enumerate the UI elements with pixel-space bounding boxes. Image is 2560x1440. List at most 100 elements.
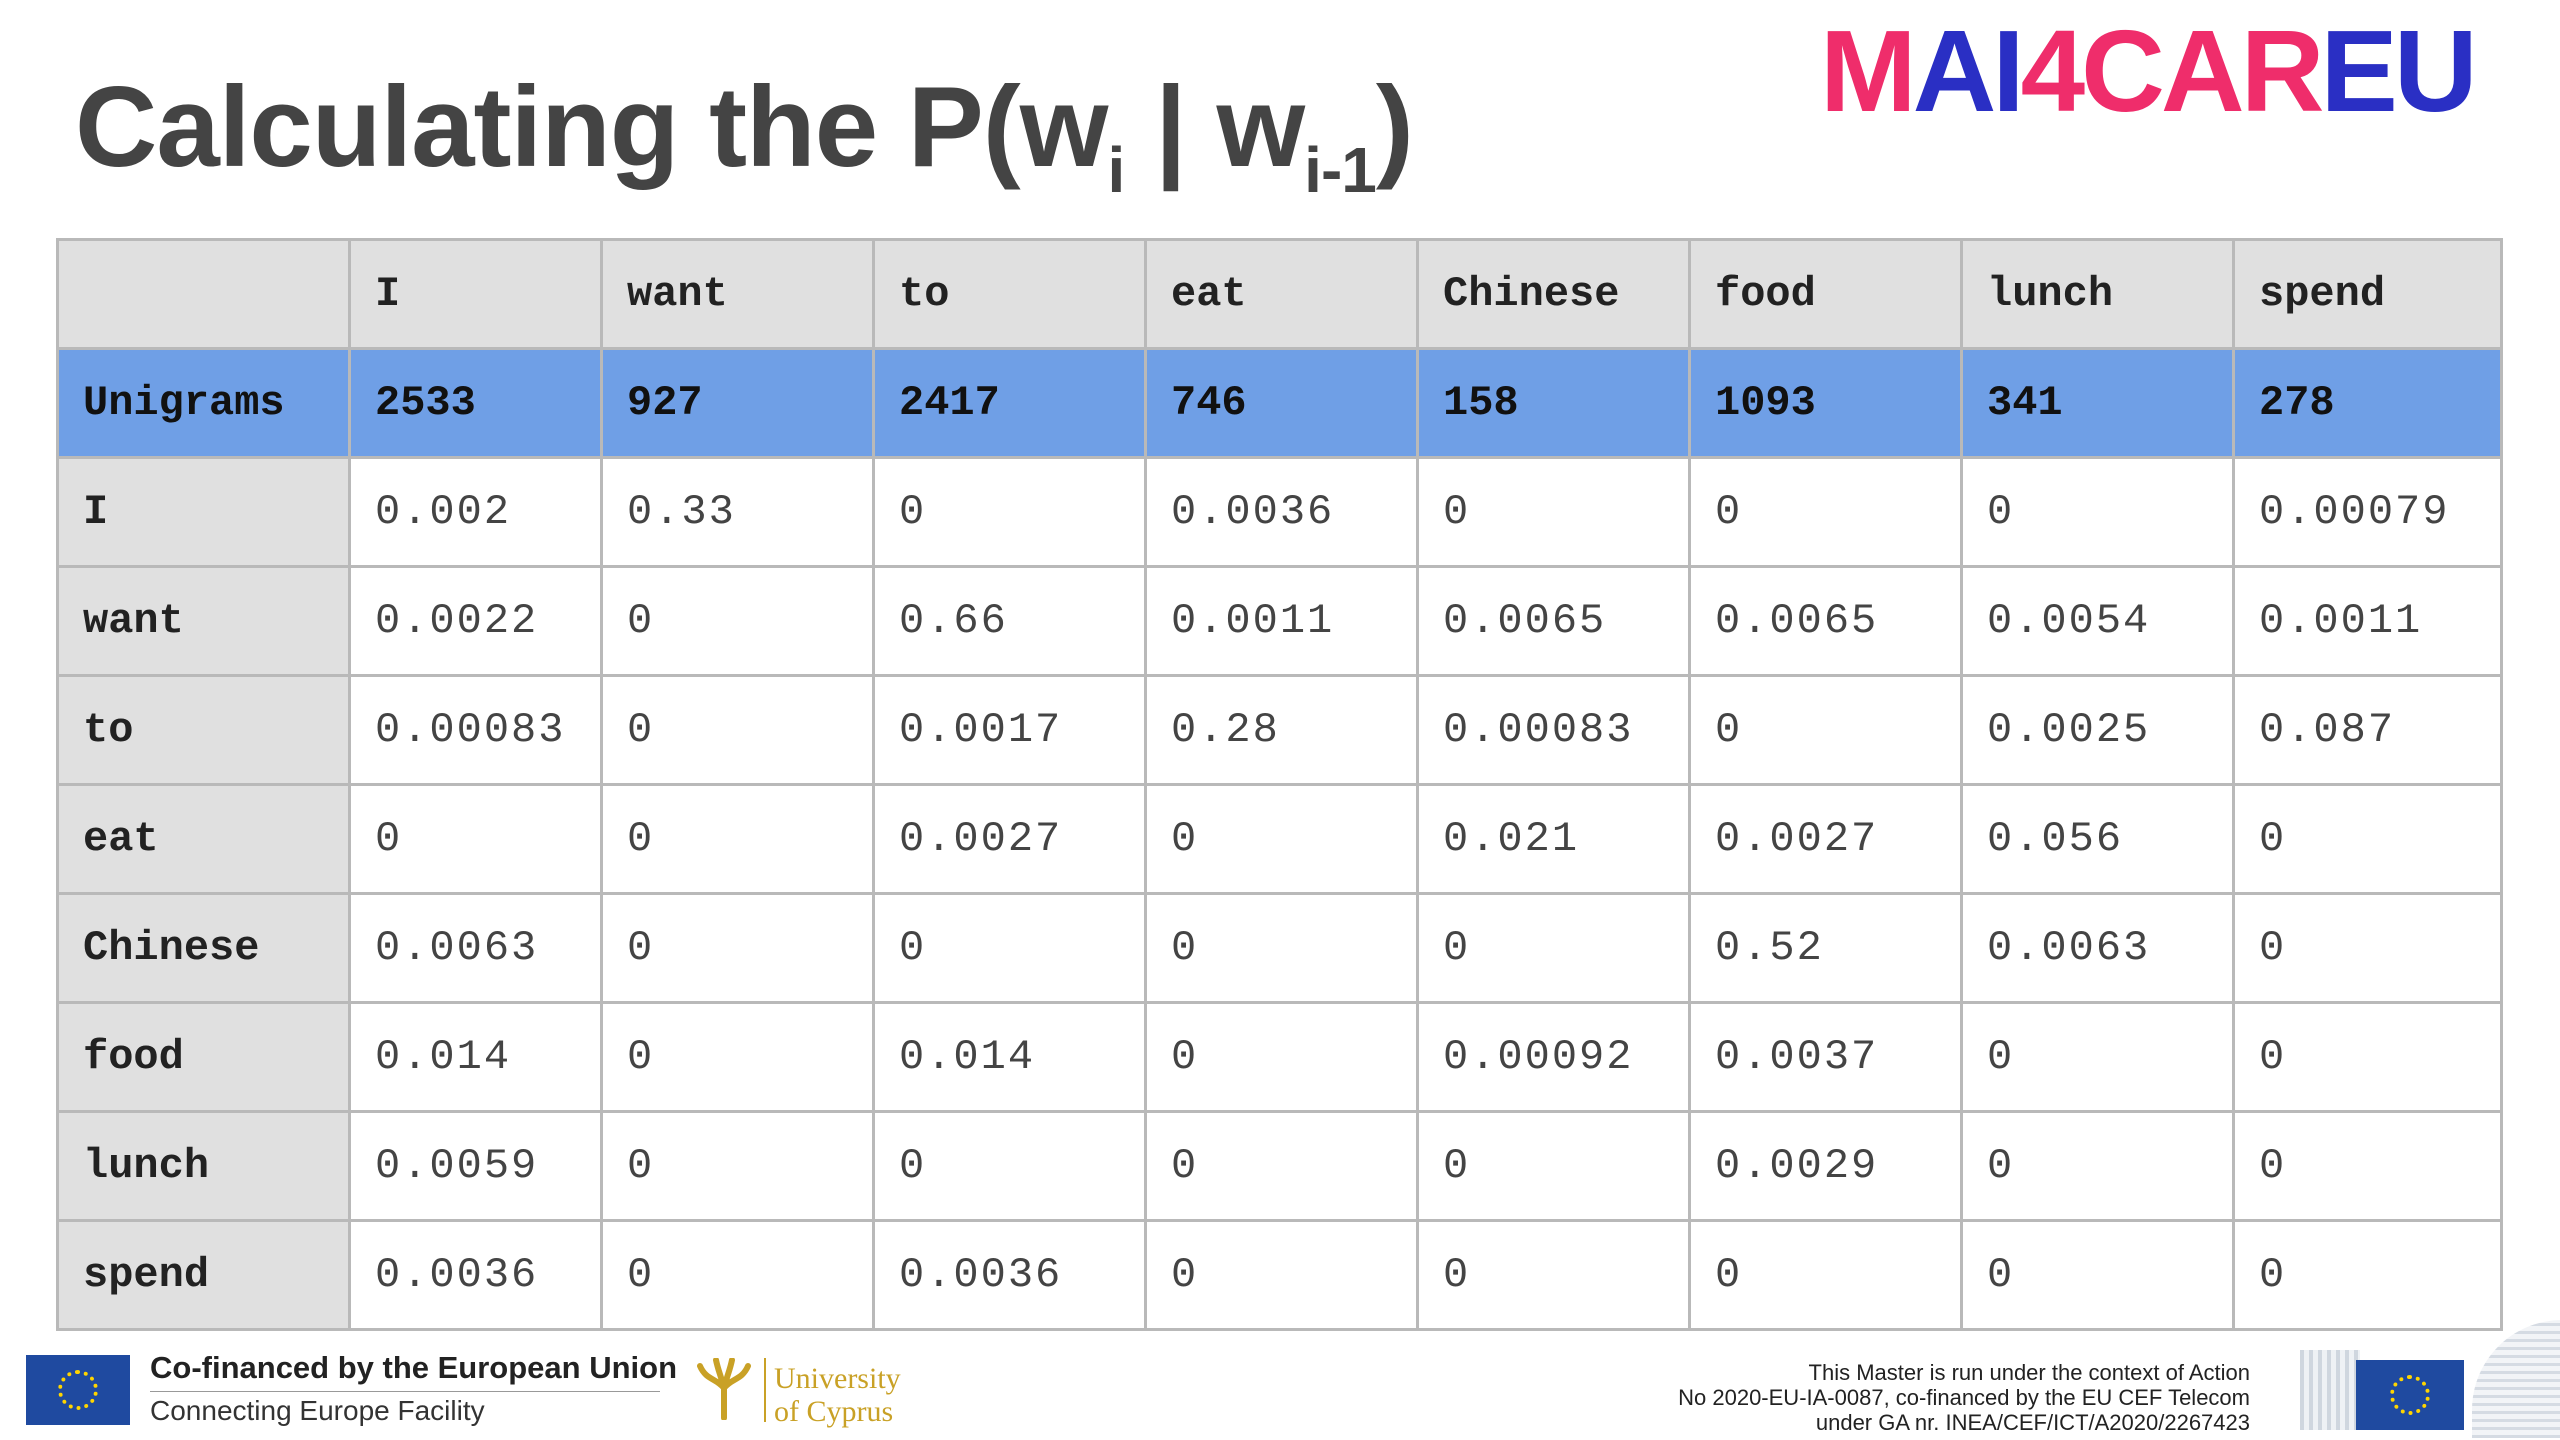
unigram-count: 2417: [872, 347, 1147, 459]
action-line-2: No 2020-EU-IA-0087, co-financed by the E…: [1678, 1385, 2250, 1410]
probability-cell: 0.0037: [1688, 1001, 1963, 1113]
probability-cell: 0: [600, 783, 875, 895]
action-line-3: under GA nr. INEA/CEF/ICT/A2020/2267423: [1815, 1410, 2250, 1435]
title-sub-i: i: [1107, 134, 1125, 206]
footer: Co-financed by the European Union Connec…: [0, 1320, 2560, 1440]
row-label: to: [56, 674, 351, 786]
unigram-label: Unigrams: [56, 347, 351, 459]
table-row: Chinese 0.0063 0 0 0 0 0.52 0.0063 0: [56, 892, 2503, 1004]
probability-cell: 0.0036: [1144, 456, 1419, 568]
probability-cell: 0: [1688, 1219, 1963, 1331]
cef-text: Connecting Europe Facility: [150, 1395, 485, 1426]
unigram-row: Unigrams 2533 927 2417 746 158 1093 341 278: [56, 347, 2503, 459]
probability-cell: 0.0017: [872, 674, 1147, 786]
column-header: eat: [1144, 238, 1419, 350]
probability-cell: 0.0065: [1688, 565, 1963, 677]
probability-cell: 0.021: [1416, 783, 1691, 895]
probability-cell: 0: [600, 1001, 875, 1113]
ucy-separator: [764, 1358, 766, 1422]
probability-cell: 0: [600, 674, 875, 786]
probability-cell: 0: [1416, 1219, 1691, 1331]
column-header: spend: [2232, 238, 2503, 350]
action-line-1: This Master is run under the context of …: [1808, 1360, 2250, 1385]
probability-cell: 0.0027: [872, 783, 1147, 895]
action-notice: This Master is run under the context of …: [1678, 1360, 2250, 1435]
probability-cell: 0.0059: [348, 1110, 603, 1222]
column-header: lunch: [1960, 238, 2235, 350]
probability-cell: 0: [2232, 892, 2503, 1004]
probability-cell: 0.087: [2232, 674, 2503, 786]
probability-cell: 0: [600, 1110, 875, 1222]
column-header: I: [348, 238, 603, 350]
probability-cell: 0: [872, 1110, 1147, 1222]
logo-part-3: 4CAR: [2020, 6, 2325, 136]
column-header: Chinese: [1416, 238, 1691, 350]
row-label: food: [56, 1001, 351, 1113]
row-label: lunch: [56, 1110, 351, 1222]
probability-cell: 0.014: [348, 1001, 603, 1113]
probability-cell: 0.00092: [1416, 1001, 1691, 1113]
probability-cell: 0: [1688, 456, 1963, 568]
table-row: want 0.0022 0 0.66 0.0011 0.0065 0.0065 0.0054 0…: [56, 565, 2503, 677]
european-commission-building-icon: [2300, 1320, 2560, 1440]
probability-cell: 0.002: [348, 456, 603, 568]
unigram-count: 2533: [348, 347, 603, 459]
probability-cell: 0.66: [872, 565, 1147, 677]
probability-cell: 0.0022: [348, 565, 603, 677]
probability-cell: 0: [600, 565, 875, 677]
eu-flag-icon: [2356, 1360, 2464, 1430]
column-header: want: [600, 238, 875, 350]
probability-cell: 0.0011: [2232, 565, 2503, 677]
probability-cell: 0.00083: [1416, 674, 1691, 786]
ucy-line-2: of Cyprus: [774, 1395, 894, 1428]
row-label: Chinese: [56, 892, 351, 1004]
unigram-count: 278: [2232, 347, 2503, 459]
table-row: I 0.002 0.33 0 0.0036 0 0 0 0.00079: [56, 456, 2503, 568]
probability-cell: 0.0029: [1688, 1110, 1963, 1222]
probability-cell: 0: [2232, 783, 2503, 895]
probability-cell: 0: [872, 456, 1147, 568]
logo-part-4: EU: [2320, 6, 2477, 136]
probability-cell: 0: [2232, 1219, 2503, 1331]
probability-cell: 0.28: [1144, 674, 1419, 786]
probability-cell: 0.00079: [2232, 456, 2503, 568]
ucy-line-1: University: [774, 1362, 901, 1395]
probability-cell: 0: [348, 783, 603, 895]
column-header: food: [1688, 238, 1963, 350]
probability-cell: 0.0063: [348, 892, 603, 1004]
title-main: Calculating the P(w: [75, 64, 1108, 191]
title-mid: | w: [1124, 64, 1305, 191]
table-row: to 0.00083 0 0.0017 0.28 0.00083 0 0.0025 0.087: [56, 674, 2503, 786]
probability-cell: 0.0054: [1960, 565, 2235, 677]
footer-divider: [150, 1391, 660, 1392]
probability-cell: 0: [2232, 1110, 2503, 1222]
probability-cell: 0: [1144, 1219, 1419, 1331]
unigram-count: 341: [1960, 347, 2235, 459]
logo-part-1: M: [1820, 6, 1917, 136]
mai4careu-logo: MAI4CAREU: [1820, 4, 2478, 138]
university-of-cyprus-logo-icon: [697, 1358, 751, 1420]
probability-cell: 0.0025: [1960, 674, 2235, 786]
row-label: I: [56, 456, 351, 568]
logo-part-2: AI: [1912, 6, 2025, 136]
unigram-count: 927: [600, 347, 875, 459]
probability-cell: 0.0011: [1144, 565, 1419, 677]
probability-cell: 0.00083: [348, 674, 603, 786]
probability-cell: 0: [1960, 1001, 2235, 1113]
row-label: spend: [56, 1219, 351, 1331]
ucy-name: University of Cyprus: [774, 1362, 901, 1428]
probability-cell: 0: [1960, 1219, 2235, 1331]
column-header: to: [872, 238, 1147, 350]
row-label: want: [56, 565, 351, 677]
probability-cell: 0: [1960, 456, 2235, 568]
probability-cell: 0.0063: [1960, 892, 2235, 1004]
probability-cell: 0.52: [1688, 892, 1963, 1004]
probability-cell: 0.0036: [348, 1219, 603, 1331]
table-row: spend 0.0036 0 0.0036 0 0 0 0 0: [56, 1219, 2503, 1331]
probability-cell: 0: [600, 892, 875, 1004]
unigram-count: 158: [1416, 347, 1691, 459]
probability-cell: 0: [1416, 456, 1691, 568]
probability-cell: 0.0027: [1688, 783, 1963, 895]
